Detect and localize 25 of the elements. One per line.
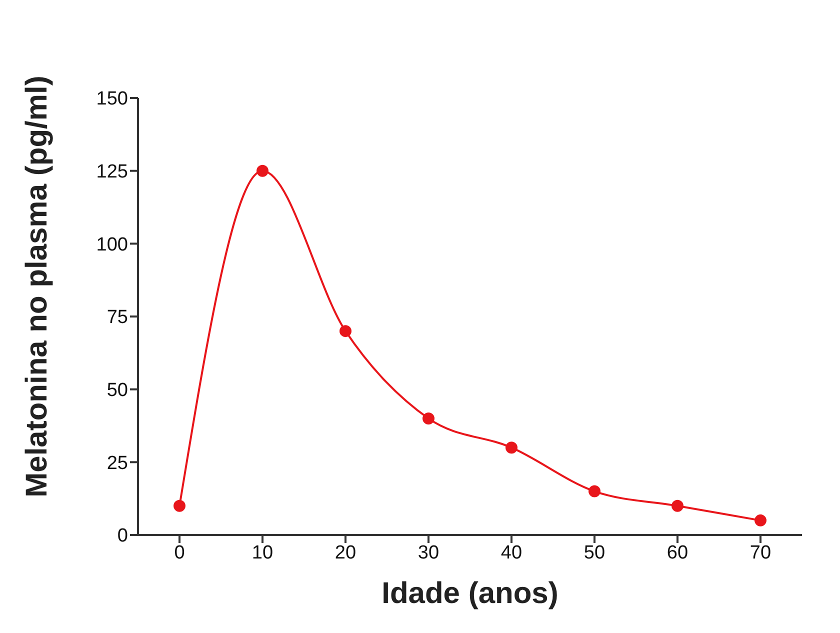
x-tick-label: 0 xyxy=(174,542,185,564)
point xyxy=(256,164,268,177)
x-tick-label: 30 xyxy=(418,542,440,564)
x-tick-label: 20 xyxy=(334,542,356,564)
x-tick-label: 50 xyxy=(584,542,606,564)
y-tick-label: 150 xyxy=(96,88,128,110)
point xyxy=(174,500,186,512)
x-tick-label: 70 xyxy=(750,542,772,564)
point xyxy=(506,442,518,454)
y-tick-label: 100 xyxy=(96,234,128,256)
x-axis-title: Idade (anos) xyxy=(382,577,558,610)
y-tick-label: 50 xyxy=(106,380,128,402)
point xyxy=(672,500,684,512)
y-tick-label: 25 xyxy=(106,452,128,474)
y-tick-label: 0 xyxy=(117,526,128,547)
x-tick-label: 40 xyxy=(500,542,522,564)
point xyxy=(754,514,766,526)
x-tick-label: 60 xyxy=(666,542,688,564)
point xyxy=(422,412,434,424)
y-axis-title: Melatonina no plasma (pg/ml) xyxy=(20,76,54,498)
x-tick-label: 10 xyxy=(252,542,274,564)
point xyxy=(340,325,352,338)
point xyxy=(588,485,600,498)
y-tick-label: 75 xyxy=(106,307,128,328)
y-tick-label: 125 xyxy=(96,162,128,183)
